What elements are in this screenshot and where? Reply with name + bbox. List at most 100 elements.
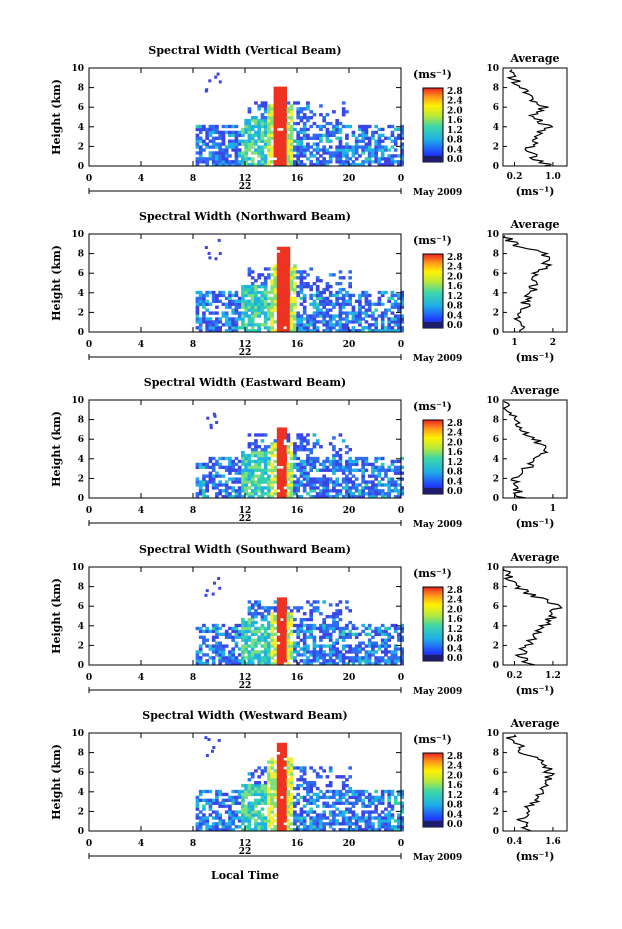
heatmap-cell: [244, 157, 248, 161]
heatmap-cell: [270, 486, 274, 490]
heatmap-cell: [338, 317, 343, 321]
heatmap-cell: [280, 148, 284, 152]
heatmap-cell: [309, 459, 313, 464]
heatmap-cell: [231, 828, 235, 832]
heatmap-cell: [250, 810, 255, 814]
heatmap-cell: [293, 453, 297, 458]
heatmap-cell: [231, 163, 235, 167]
heatmap-cell: [296, 792, 300, 797]
heatmap-cell: [293, 284, 297, 289]
heatmap-cell: [260, 480, 265, 484]
heatmap-cell: [374, 160, 378, 164]
heatmap-cell: [218, 148, 222, 152]
heatmap-cell: [254, 290, 258, 295]
heatmap-cell: [293, 801, 297, 805]
heatmap-cell: [351, 623, 356, 628]
heatmap-cell: [322, 495, 326, 499]
heatmap-cell: [241, 160, 245, 164]
heatmap-cell: [332, 819, 336, 823]
heatmap-cell: [270, 110, 274, 114]
heatmap-cell: [273, 492, 278, 496]
heatmap-cell: [270, 612, 274, 616]
heatmap-cell: [387, 299, 391, 303]
heatmap-cell: [309, 781, 313, 785]
heatmap-cell: [218, 130, 222, 135]
heatmap-cell: [351, 311, 356, 315]
heatmap-cell: [241, 462, 245, 467]
heatmap-cell: [302, 436, 307, 440]
heatmap-cell: [280, 442, 284, 446]
heatmap-cell: [250, 323, 255, 327]
heatmap-cell: [380, 816, 385, 820]
heatmap-cell: [393, 139, 398, 143]
heatmap-cell: [263, 662, 268, 666]
heatmap-cell: [221, 825, 226, 829]
heatmap-cell: [338, 296, 343, 301]
heatmap-cell: [299, 287, 304, 292]
heatmap-cell: [250, 151, 255, 155]
heatmap-cell: [231, 659, 235, 663]
heatmap-cell: [325, 121, 330, 126]
heatmap-cell: [361, 293, 365, 298]
heatmap-cell: [306, 647, 310, 651]
heatmap-cell: [364, 326, 369, 330]
heatmap-cell: [322, 489, 326, 493]
heatmap-cell: [374, 828, 378, 832]
heatmap-cell: [218, 329, 222, 333]
heatmap-cell: [325, 801, 330, 805]
heatmap-cell: [263, 783, 268, 788]
heatmap-cell: [299, 436, 304, 440]
heatmap-cell: [211, 136, 216, 140]
heatmap-cell: [332, 620, 336, 625]
heatmap-cell: [393, 468, 398, 472]
heatmap-cell: [377, 822, 382, 826]
heatmap-cell: [267, 822, 271, 826]
heatmap-cell: [280, 270, 284, 274]
heatmap-cell: [263, 296, 268, 301]
heatmap-cell: [205, 753, 209, 757]
heatmap-cell: [267, 632, 271, 636]
heatmap-cell: [260, 798, 265, 802]
heatmap-cell: [273, 819, 278, 823]
heatmap-cell: [364, 136, 369, 140]
heatmap-cell: [263, 819, 268, 823]
heatmap-cell: [358, 127, 362, 132]
heatmap-cell: [267, 163, 271, 167]
heatmap-cell: [364, 320, 369, 324]
heatmap-cell: [332, 489, 336, 493]
heatmap-cell: [325, 816, 330, 820]
heatmap-cell: [377, 659, 382, 663]
heatmap-cell: [299, 480, 304, 484]
heatmap-cell: [202, 816, 206, 820]
heatmap-cell: [254, 101, 258, 105]
heatmap-cell: [205, 462, 209, 467]
heatmap-cell: [205, 145, 209, 149]
heatmap-cell: [231, 795, 235, 800]
heatmap-cell: [270, 299, 274, 303]
heatmap-cell: [231, 656, 235, 660]
heatmap-cell: [280, 453, 284, 458]
heatmap-cell: [380, 329, 385, 333]
heatmap-cell: [302, 163, 307, 167]
heatmap-cell: [231, 801, 235, 805]
heatmap-cell: [361, 629, 365, 634]
heatmap-cell: [286, 813, 291, 817]
heatmap-cell: [267, 644, 271, 648]
heatmap-cell: [202, 127, 206, 132]
heatmap-cell: [267, 136, 271, 140]
heatmap-cell: [267, 329, 271, 333]
colorbar-tick-label: 2.0: [447, 272, 463, 282]
heatmap-cell: [224, 825, 229, 829]
heatmap-cell: [380, 623, 385, 628]
heatmap-cell: [309, 789, 313, 794]
heatmap-cell: [211, 160, 216, 164]
heatmap-cell: [364, 795, 369, 800]
heatmap-cell: [371, 795, 375, 800]
heatmap-cell: [273, 813, 278, 817]
heatmap-cell: [205, 329, 209, 333]
heatmap-cell: [289, 110, 294, 114]
heatmap-cell: [286, 293, 291, 298]
heatmap-cell: [254, 453, 258, 458]
heatmap-cell: [208, 133, 213, 137]
heatmap-cell: [390, 326, 395, 330]
